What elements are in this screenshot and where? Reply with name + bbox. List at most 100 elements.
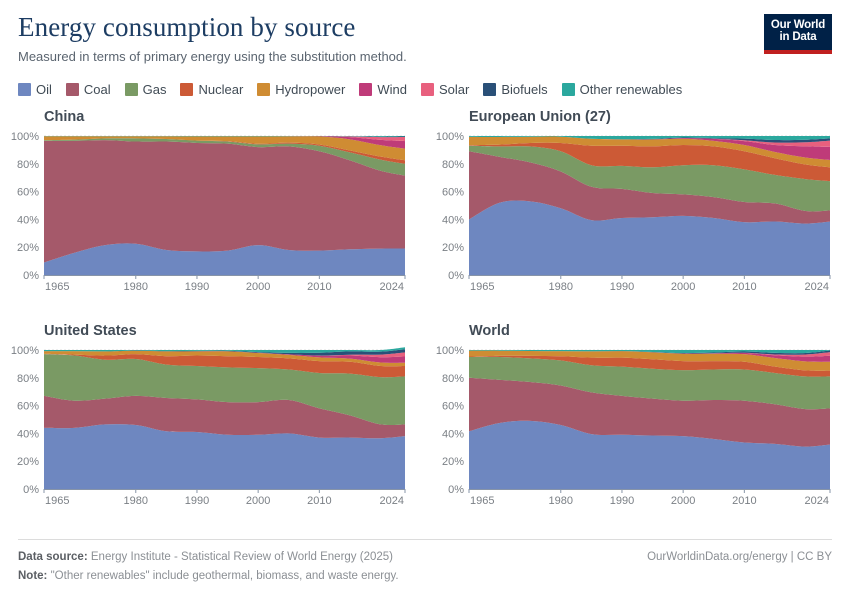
y-tick-label: 100%	[11, 345, 39, 357]
area-series-nuclear[interactable]	[469, 142, 830, 182]
panel-plot-area[interactable]: 0% 20% 40% 60% 80% 100% 1965 1980 1990 2000 2010 20…	[436, 343, 836, 509]
legend-item-hydropower[interactable]: Hydropower	[257, 83, 345, 96]
area-series-coal[interactable]	[44, 395, 405, 439]
area-series-wind[interactable]	[469, 350, 830, 362]
area-series-oil[interactable]	[469, 420, 830, 489]
area-series-nuclear[interactable]	[44, 353, 405, 378]
area-series-wind[interactable]	[469, 136, 830, 160]
legend-swatch-icon	[257, 83, 271, 96]
legend-item-solar[interactable]: Solar	[421, 83, 469, 96]
area-series-hydropower[interactable]	[469, 350, 830, 371]
data-source-label: Data source:	[18, 551, 88, 564]
area-series-gas[interactable]	[469, 356, 830, 410]
note-line: Note: "Other renewables" include geother…	[18, 568, 832, 586]
area-series-nuclear[interactable]	[44, 138, 405, 164]
y-tick-label: 60%	[17, 400, 39, 412]
x-tick-label: 2000	[671, 281, 695, 293]
area-series-other-renewables[interactable]	[469, 349, 830, 354]
legend-item-coal[interactable]: Coal	[65, 83, 111, 96]
area-series-biofuels[interactable]	[469, 350, 830, 355]
area-series-other-renewables[interactable]	[469, 135, 830, 140]
area-series-hydropower[interactable]	[44, 350, 405, 367]
area-series-solar[interactable]	[44, 350, 405, 358]
x-tick-label: 2010	[732, 495, 756, 507]
area-series-solar[interactable]	[469, 136, 830, 147]
panel-title: World	[469, 323, 510, 339]
area-series-oil[interactable]	[469, 200, 830, 275]
attribution-link[interactable]: OurWorldinData.org/energy | CC BY	[647, 551, 832, 564]
x-tick-label: 2000	[246, 281, 270, 293]
x-tick-label: 2010	[307, 495, 331, 507]
y-tick-label: 60%	[442, 400, 464, 412]
legend-swatch-icon	[18, 83, 31, 96]
y-tick-label: 60%	[17, 186, 39, 198]
area-series-biofuels[interactable]	[469, 136, 830, 143]
legend-item-label: Wind	[377, 82, 407, 97]
legend-item-label: Solar	[439, 82, 470, 97]
y-tick-label: 20%	[442, 456, 464, 468]
y-tick-label: 20%	[17, 456, 39, 468]
area-series-coal[interactable]	[469, 377, 830, 447]
legend-item-oil[interactable]: Oil	[18, 83, 52, 96]
chart-header: Energy consumption by source Measured in…	[18, 12, 832, 78]
legend-swatch-icon	[359, 83, 373, 96]
x-tick-label: 2024	[805, 495, 829, 507]
x-tick-label: 1980	[549, 281, 573, 293]
area-series-other-renewables[interactable]	[44, 347, 405, 353]
area-series-gas[interactable]	[469, 145, 830, 212]
x-tick-label: 1990	[185, 495, 209, 507]
y-tick-label: 0%	[23, 484, 39, 496]
y-tick-label: 100%	[436, 345, 464, 357]
legend-item-other-renewables[interactable]: Other renewables	[561, 83, 682, 96]
logo-line-1: Our World	[770, 19, 826, 32]
chart-footer: Data source: Energy Institute - Statisti…	[18, 539, 832, 586]
y-tick-label: 80%	[17, 373, 39, 385]
chart-panel-united-states: United States 0% 20% 40% 60% 80% 100% 1965 1980 1…	[11, 322, 411, 528]
panel-title: United States	[44, 323, 137, 339]
x-tick-label: 1965	[470, 281, 494, 293]
chart-subtitle: Measured in terms of primary energy usin…	[18, 49, 407, 65]
area-series-gas[interactable]	[44, 354, 405, 425]
area-series-biofuels[interactable]	[44, 349, 405, 356]
legend-item-wind[interactable]: Wind	[359, 83, 407, 96]
panel-plot-area[interactable]: 0% 20% 40% 60% 80% 100% 1965 1980 1990 2000 2010 20…	[11, 129, 411, 295]
legend-item-label: Nuclear	[198, 82, 244, 97]
x-tick-label: 2000	[246, 495, 270, 507]
x-tick-label: 1990	[185, 281, 209, 293]
y-tick-label: 20%	[442, 242, 464, 254]
legend-item-label: Oil	[36, 82, 52, 97]
x-tick-label: 2024	[380, 495, 404, 507]
x-tick-label: 1980	[124, 495, 148, 507]
chart-panels-grid: China 0% 20% 40% 60% 80% 100% 1965 1980 1990 2000 2…	[11, 108, 836, 528]
area-series-hydropower[interactable]	[44, 136, 405, 161]
area-series-oil[interactable]	[44, 243, 405, 275]
logo-line-2: in Data	[779, 31, 817, 43]
our-world-in-data-logo[interactable]: Our World in Data	[764, 14, 832, 54]
legend-swatch-icon	[561, 83, 575, 96]
area-series-wind[interactable]	[44, 350, 405, 363]
y-tick-label: 0%	[448, 484, 464, 496]
legend-item-label: Gas	[142, 82, 167, 97]
y-tick-label: 80%	[17, 159, 39, 171]
legend-item-biofuels[interactable]: Biofuels	[483, 83, 548, 96]
area-series-oil[interactable]	[44, 423, 405, 489]
area-series-solar[interactable]	[469, 350, 830, 357]
chart-panel-china: China 0% 20% 40% 60% 80% 100% 1965 1980 1990 2000 2…	[11, 108, 411, 314]
x-tick-label: 1965	[470, 495, 494, 507]
y-tick-label: 40%	[442, 428, 464, 440]
area-series-coal[interactable]	[44, 139, 405, 263]
x-tick-label: 2010	[307, 281, 331, 293]
panel-title: European Union (27)	[469, 109, 611, 125]
y-tick-label: 0%	[23, 270, 39, 282]
area-series-other-renewables[interactable]	[44, 135, 405, 137]
legend-item-gas[interactable]: Gas	[124, 82, 167, 97]
x-tick-label: 1990	[610, 495, 634, 507]
area-series-nuclear[interactable]	[469, 355, 830, 377]
panel-plot-area[interactable]: 0% 20% 40% 60% 80% 100% 1965 1980 1990 2000 2010 20…	[11, 343, 411, 509]
area-series-gas[interactable]	[44, 138, 405, 176]
area-series-coal[interactable]	[469, 151, 830, 224]
panel-plot-area[interactable]: 0% 20% 40% 60% 80% 100% 1965 1980 1990 2000 2010 20…	[436, 129, 836, 295]
legend-item-nuclear[interactable]: Nuclear	[180, 83, 243, 96]
area-series-hydropower[interactable]	[469, 136, 830, 168]
